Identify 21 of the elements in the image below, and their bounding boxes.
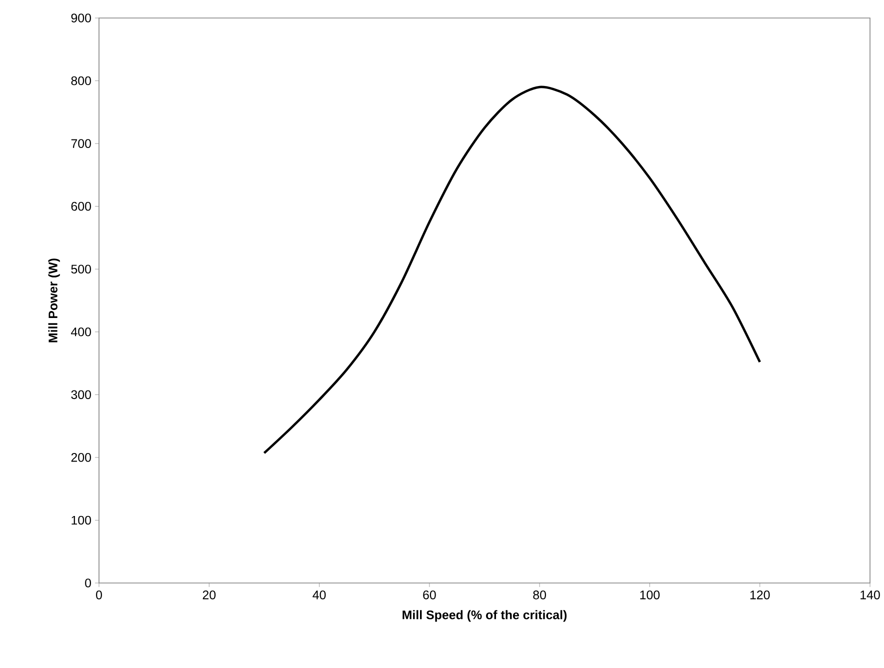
y-tick-label: 400 (70, 327, 91, 336)
y-axis-title: Mill Power (W) (48, 258, 60, 342)
y-tick-label: 600 (71, 202, 91, 211)
y-tick-label: 900 (71, 14, 91, 22)
y-tick-label: 800 (71, 76, 91, 86)
x-tick-label: 0 (96, 590, 102, 600)
x-tick-label: 100 (640, 590, 660, 600)
x-tick-label: 60 (423, 590, 436, 600)
x-tick-label: 20 (202, 590, 216, 600)
x-tick-label: 120 (750, 590, 770, 600)
y-tick-label: 200 (71, 453, 91, 462)
y-tick-label: 700 (71, 139, 91, 148)
x-tick-label: 40 (312, 590, 326, 600)
line-series (263, 86, 762, 454)
x-tick-label: 80 (533, 590, 546, 600)
y-tick-label: 300 (71, 390, 91, 400)
y-tick-label: 100 (72, 516, 91, 525)
y-tick-label: 0 (85, 578, 92, 588)
x-tick-label: 140 (860, 590, 880, 600)
y-tick-label: 500 (71, 264, 91, 274)
x-axis-title: Mill Speed (% of the critical) (402, 610, 567, 622)
